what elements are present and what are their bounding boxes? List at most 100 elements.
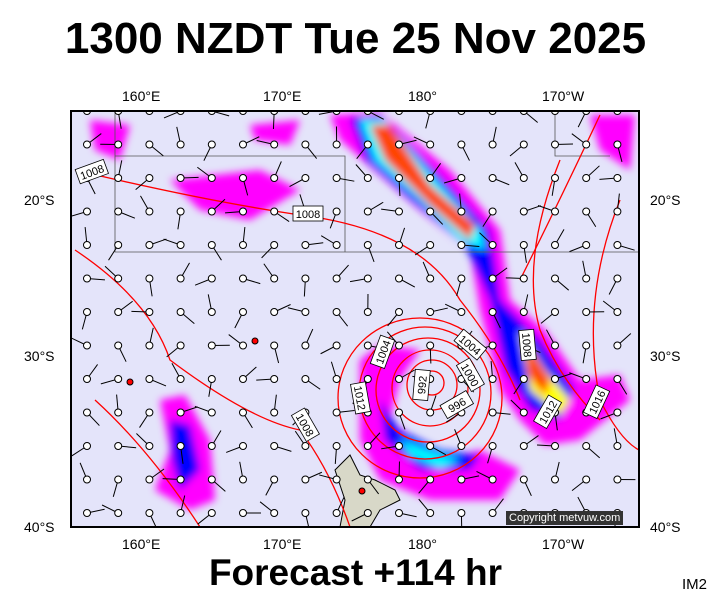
station-marker [270,475,279,484]
station-marker [332,475,341,484]
station-marker [551,475,559,484]
longitude-label-bottom: 160°E [122,536,161,552]
station-marker [582,308,591,316]
isobar-label: 1016 [582,384,611,420]
station-marker [207,140,216,149]
station-marker [207,241,216,249]
station-marker [613,207,622,216]
station-marker [395,408,403,417]
station-marker [582,174,591,182]
station-marker [114,375,123,383]
station-marker [488,174,497,182]
station-marker [332,509,341,517]
station-marker [239,174,247,182]
station-marker [301,140,310,149]
station-marker [613,475,622,484]
station-marker [488,274,497,283]
station-marker [426,207,435,216]
station-marker [332,375,341,383]
station-marker [332,241,341,249]
station-marker [488,308,497,316]
station-marker [519,207,528,216]
station-marker [426,341,435,350]
station-marker [363,442,372,450]
station-marker [332,341,341,350]
station-marker [83,341,91,350]
longitude-label-bottom: 180° [408,536,437,552]
station-marker [301,509,310,517]
station-marker [239,408,247,417]
station-marker [582,274,591,283]
station-marker [457,140,466,149]
station-marker [176,308,185,316]
station-marker [207,341,216,350]
city-marker [126,378,134,386]
station-wind-barbs [71,111,636,527]
station-marker [551,375,559,383]
station-marker [239,375,247,383]
station-marker [145,509,154,517]
station-marker [426,241,435,249]
station-marker [301,308,310,316]
chart-code: IM2 [681,576,707,593]
station-marker [332,140,341,149]
station-marker [551,174,559,182]
station-marker [114,241,123,249]
longitude-label-top: 170°W [542,88,585,104]
station-marker [207,207,216,216]
station-marker [270,274,279,283]
station-marker [613,140,622,149]
station-marker [363,509,372,517]
station-marker [270,140,279,149]
station-marker [270,241,279,249]
station-marker [114,274,123,283]
station-marker [363,475,372,484]
station-marker [395,140,403,149]
station-marker [426,509,435,517]
station-marker [301,375,310,383]
station-marker [488,140,497,149]
station-marker [207,274,216,283]
station-marker [332,207,341,216]
station-marker [301,241,310,249]
station-marker [83,241,91,249]
station-marker [114,207,123,216]
station-marker [363,140,372,149]
station-marker [519,308,528,316]
station-marker [488,241,497,249]
station-marker [519,442,528,450]
station-marker [582,140,591,149]
station-marker [551,241,559,249]
station-marker [582,207,591,216]
station-marker [145,408,154,417]
station-marker [395,509,403,517]
latitude-label-left: 40°S [24,519,55,535]
station-marker [488,509,497,517]
forecast-hour-label: Forecast +114 hr [208,552,503,593]
longitude-label-top: 160°E [122,88,161,104]
station-marker [207,408,216,417]
station-marker [176,341,185,350]
station-marker [270,174,279,182]
station-marker [207,375,216,383]
station-marker [145,442,154,450]
station-marker [363,375,372,383]
station-marker [176,241,185,249]
wind-barb [461,111,463,112]
station-marker [207,475,216,484]
city-marker [358,487,366,495]
station-marker [426,140,435,149]
longitude-label-top: 170°E [263,88,302,104]
region-boundaries [114,111,639,253]
station-marker [145,140,154,149]
station-marker [426,475,435,484]
station-marker [426,274,435,283]
station-marker [83,375,91,383]
station-marker [114,408,123,417]
svg-text:1008: 1008 [519,332,533,357]
wind-barb [242,111,243,112]
station-marker [332,408,341,417]
station-marker [332,442,341,450]
station-marker [83,308,91,316]
station-marker [582,241,591,249]
